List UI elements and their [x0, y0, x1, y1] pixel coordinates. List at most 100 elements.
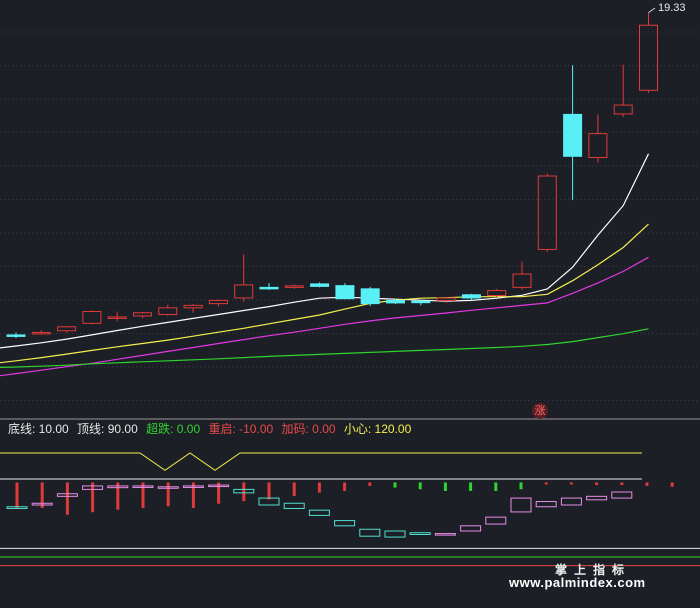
- watermark-chinese: 掌上指标: [555, 563, 632, 577]
- candle-body: [107, 316, 127, 319]
- candle: [335, 283, 355, 300]
- candle-body: [613, 104, 633, 115]
- candlestick-series: [6, 7, 658, 339]
- candle-body: [57, 326, 77, 332]
- signal-bar: [166, 482, 170, 507]
- price-grid: [0, 31, 700, 420]
- candle-body: [6, 334, 26, 337]
- oscillator-box: [359, 528, 381, 537]
- oscillator-box: [182, 485, 204, 488]
- oscillator-box: [510, 497, 532, 513]
- candle-body: [183, 304, 203, 309]
- oscillator-box: [31, 502, 53, 506]
- signal-bar: [620, 482, 624, 486]
- signal-bar: [645, 482, 649, 486]
- candle: [613, 64, 633, 117]
- indicator-panel: [0, 452, 700, 567]
- ma-line-1: [0, 153, 650, 349]
- legend-top-line: 顶线: 90.00: [77, 422, 138, 436]
- oscillator-box: [560, 497, 582, 506]
- candle-body: [386, 299, 405, 304]
- signal-bar: [267, 482, 271, 500]
- signal-bar: [393, 482, 397, 488]
- signal-bar: [191, 482, 195, 508]
- signal-bar: [91, 482, 95, 513]
- candle: [436, 297, 456, 303]
- signal-bar: [544, 482, 548, 485]
- oscillator-box: [283, 502, 305, 509]
- candle-body: [335, 285, 355, 300]
- oscillator-box: [233, 488, 255, 494]
- oscillator-box: [6, 506, 28, 509]
- oscillator-box: [409, 532, 431, 535]
- signal-bar: [141, 482, 145, 508]
- candle: [512, 261, 532, 290]
- candle: [588, 114, 608, 163]
- max-price-label: 19.33: [658, 2, 686, 14]
- signal-bar: [670, 482, 674, 487]
- oscillator-box: [384, 530, 406, 538]
- candle: [639, 12, 658, 93]
- oscillator-box: [208, 484, 230, 488]
- limit-up-badge: 涨: [532, 403, 548, 419]
- signal-bar: [368, 482, 372, 486]
- signal-bar: [343, 482, 347, 491]
- candle-body: [563, 113, 583, 157]
- moving-average-lines: [0, 153, 650, 377]
- oscillator-box: [535, 501, 557, 508]
- ma-line-2: [0, 223, 649, 364]
- candle: [31, 329, 51, 335]
- candle-body: [537, 175, 557, 250]
- candle-body: [639, 24, 658, 91]
- candle: [107, 311, 127, 322]
- oscillator-box: [334, 520, 356, 527]
- max-price-pointer: [648, 7, 656, 14]
- oscillator-box: [258, 497, 280, 506]
- candle: [487, 288, 507, 298]
- signal-bar: [595, 482, 599, 486]
- signal-bar: [217, 482, 221, 504]
- candle-body: [82, 311, 102, 324]
- watermark-url: www.palmindex.com: [509, 575, 646, 590]
- candle-body: [512, 273, 532, 288]
- signal-bar: [469, 482, 473, 491]
- oscillator-box: [82, 485, 104, 490]
- candle-body: [411, 300, 431, 304]
- signal-bar: [494, 482, 498, 491]
- candle-body: [208, 299, 228, 305]
- candle-body: [436, 297, 456, 301]
- ma-line-3: [0, 256, 649, 377]
- oscillator-box: [157, 486, 179, 489]
- candle: [360, 286, 380, 307]
- oscillator-box: [308, 509, 330, 516]
- legend-restart: 重启: -10.00: [208, 422, 274, 436]
- candle: [183, 304, 203, 313]
- oscillator-box: [107, 485, 129, 489]
- indicator-legend: 底线: 10.00 顶线: 90.00 超跌: 0.00 重启: -10.00 …: [0, 421, 411, 437]
- candle: [208, 299, 228, 307]
- oscillator-box: [132, 485, 154, 488]
- signal-bar: [15, 482, 19, 508]
- signal-bar: [292, 482, 296, 497]
- legend-add-position: 加码: 0.00: [281, 422, 336, 436]
- candle: [158, 304, 178, 316]
- candle: [133, 312, 152, 319]
- oscillator-box: [485, 516, 507, 525]
- candle-body: [310, 283, 330, 287]
- candle: [386, 298, 405, 305]
- candle: [234, 254, 254, 302]
- signal-bar: [116, 482, 120, 510]
- signal-bar: [242, 482, 246, 502]
- candle-body: [259, 286, 279, 290]
- legend-caution: 小心: 120.00: [343, 422, 412, 436]
- candle: [82, 310, 102, 325]
- signal-bar: [569, 482, 573, 485]
- signal-bar: [65, 482, 69, 515]
- candle: [461, 293, 481, 302]
- signal-bar: [317, 482, 321, 493]
- candle-body: [588, 133, 608, 159]
- candle: [310, 282, 330, 288]
- legend-bottom-line: 底线: 10.00: [8, 422, 69, 436]
- candle: [563, 65, 583, 201]
